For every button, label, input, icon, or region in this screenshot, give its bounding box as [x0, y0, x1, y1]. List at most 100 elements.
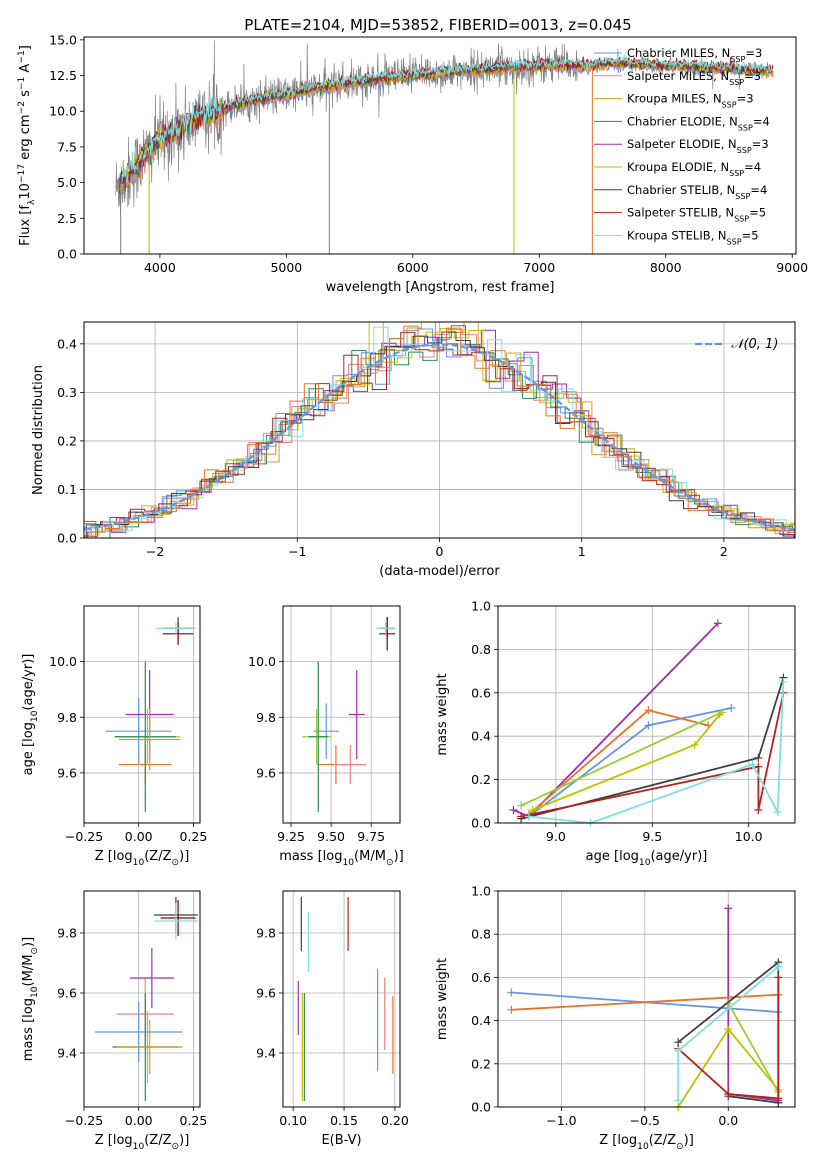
x-axis-label: age [log10(age/yr)] [586, 849, 708, 868]
y-tick-label: 2.5 [57, 211, 77, 226]
y-tick-label: 9.8 [256, 926, 276, 941]
weight-marker [774, 962, 783, 971]
spectrum-legend: Chabrier MILES, NSSP=3 Salpeter MILES, NS… [594, 46, 770, 246]
y-tick-label: 10.0 [49, 654, 77, 669]
x-tick-label: 9.0 [546, 829, 566, 844]
weight-marker [507, 1005, 516, 1014]
age_vs_Z-panel: −0.25 0.00 0.25 9.6 9.8 10.0 Z [log10(Z/Z⊙)] ag… [21, 605, 207, 868]
y-tick-label: 0.4 [471, 729, 491, 744]
axes-frame [83, 321, 796, 539]
mass_vs_Z-panel: −0.25 0.00 0.25 9.4 9.6 9.8 Z [log10(Z/Z⊙)] mas… [21, 890, 208, 1152]
y-tick-label: 0.8 [471, 927, 491, 942]
errorbar-points [105, 617, 196, 812]
x-tick-label: −1.0 [546, 1113, 576, 1128]
axes-frame [83, 36, 797, 255]
y-tick-label: 0.0 [471, 816, 491, 831]
y-tick-label: 0.2 [57, 433, 77, 448]
weight-marker [713, 619, 722, 628]
legend-label: Chabrier STELIB, NSSP=4 [627, 183, 767, 201]
residual-legend: 𝒩(0, 1) [695, 337, 778, 352]
weight-marker [528, 805, 537, 814]
weight-marker [773, 808, 782, 817]
weight-marker [774, 973, 783, 982]
y-tick-label: 9.6 [256, 986, 276, 1001]
weight-line [727, 908, 779, 1102]
y-tick-label: 9.4 [256, 1046, 276, 1061]
weight-marker [727, 703, 736, 712]
axes-frame [282, 890, 401, 1108]
x-tick-label: −0.25 [65, 1113, 103, 1128]
y-tick-label: 5.0 [57, 175, 77, 190]
x-tick-label: 2 [720, 544, 728, 559]
axes-frame [83, 890, 201, 1108]
x-tick-label: 1 [578, 544, 586, 559]
weight_vs_age-panel: 9.0 9.5 10.0 0.0 0.2 0.4 0.6 0.8 1.0 age [log10(a… [435, 599, 796, 868]
age_vs_mass-panel: 9.25 9.50 9.75 9.6 9.8 10.0 mass [log10(M/M⊙)] [248, 605, 404, 868]
weight-marker [754, 762, 763, 771]
weight-line [520, 711, 723, 807]
legend-label: Salpeter MILES, NSSP=3 [627, 69, 761, 87]
x-axis-label: Z [log10(Z/Z⊙)] [95, 849, 190, 868]
y-tick-label: 0.0 [471, 1100, 491, 1115]
y-tick-label: 0.4 [471, 1013, 491, 1028]
x-axis-label: Z [log10(Z/Z⊙)] [95, 1133, 190, 1152]
weight-line [727, 1002, 780, 1093]
weight-marker [690, 740, 699, 749]
x-tick-label: −0.25 [65, 829, 103, 844]
residual-histogram [90, 325, 795, 538]
y-axis-label: Normed distribution [31, 365, 46, 495]
y-axis-label: mass weight [435, 673, 450, 755]
x-tick-label: 9.5 [642, 829, 662, 844]
weight-marker [715, 710, 724, 719]
y-tick-label: 0.0 [57, 531, 77, 546]
spectrum-panel: 4000 5000 6000 7000 8000 9000 0.0 2.5 5.0 7.5 10.0… [17, 32, 808, 295]
figure-title: PLATE=2104, MJD=53852, FIBERID=0013, z=0… [244, 16, 631, 34]
weight-line [528, 681, 785, 824]
errorbar-points [297, 897, 394, 1101]
x-tick-label: 0.20 [381, 1113, 409, 1128]
weight-marker [517, 812, 526, 821]
x-tick-label: 0.00 [125, 829, 153, 844]
x-axis-label: (data-model)/error [379, 564, 500, 579]
legend-label: 𝒩(0, 1) [731, 337, 778, 352]
histograms [84, 322, 795, 538]
weight-marker [724, 904, 733, 913]
x-tick-label: 0.15 [330, 1113, 358, 1128]
axes-frame [497, 890, 796, 1108]
weight-line [520, 692, 785, 818]
legend-label: Kroupa STELIB, NSSP=5 [627, 228, 759, 246]
y-tick-label: 10.0 [49, 104, 77, 119]
errorbar-points [302, 617, 396, 812]
weight-marker [509, 805, 518, 814]
y-tick-label: 9.6 [57, 765, 77, 780]
normal-curve [84, 343, 795, 531]
y-tick-label: 0.4 [57, 336, 77, 351]
legend-label: Chabrier ELODIE, NSSP=4 [627, 114, 770, 131]
weight-marker [754, 753, 763, 762]
y-tick-label: 12.5 [49, 68, 77, 83]
weight-marker [724, 1090, 733, 1099]
axes-frame [497, 605, 796, 824]
x-tick-label: −0.5 [630, 1113, 660, 1128]
x-tick-label: 4000 [144, 260, 176, 275]
y-tick-label: 0.1 [57, 482, 77, 497]
x-tick-label: 7000 [523, 260, 555, 275]
x-tick-label: 0.25 [180, 1113, 208, 1128]
axes-frame [282, 605, 401, 824]
residuals-panel: −2 −1 0 1 2 0.0 0.1 0.2 0.3 0.4 (data-model)/error… [31, 321, 796, 579]
y-tick-label: 9.6 [57, 986, 77, 1001]
y-axis-label: mass weight [435, 958, 450, 1040]
y-tick-label: 10.0 [248, 654, 276, 669]
x-tick-label: 10.0 [735, 829, 763, 844]
weight-marker [754, 805, 763, 814]
x-tick-label: 0 [436, 544, 444, 559]
y-tick-label: 0.6 [471, 970, 491, 985]
weight-marker [779, 677, 788, 686]
x-tick-label: −1 [288, 544, 306, 559]
legend-label: Kroupa ELODIE, NSSP=4 [627, 160, 761, 178]
x-axis-label: Z [log10(Z/Z⊙)] [599, 1133, 694, 1152]
y-tick-label: 0.8 [471, 642, 491, 657]
y-tick-label: 0.3 [57, 385, 77, 400]
weight-series [507, 904, 783, 1111]
